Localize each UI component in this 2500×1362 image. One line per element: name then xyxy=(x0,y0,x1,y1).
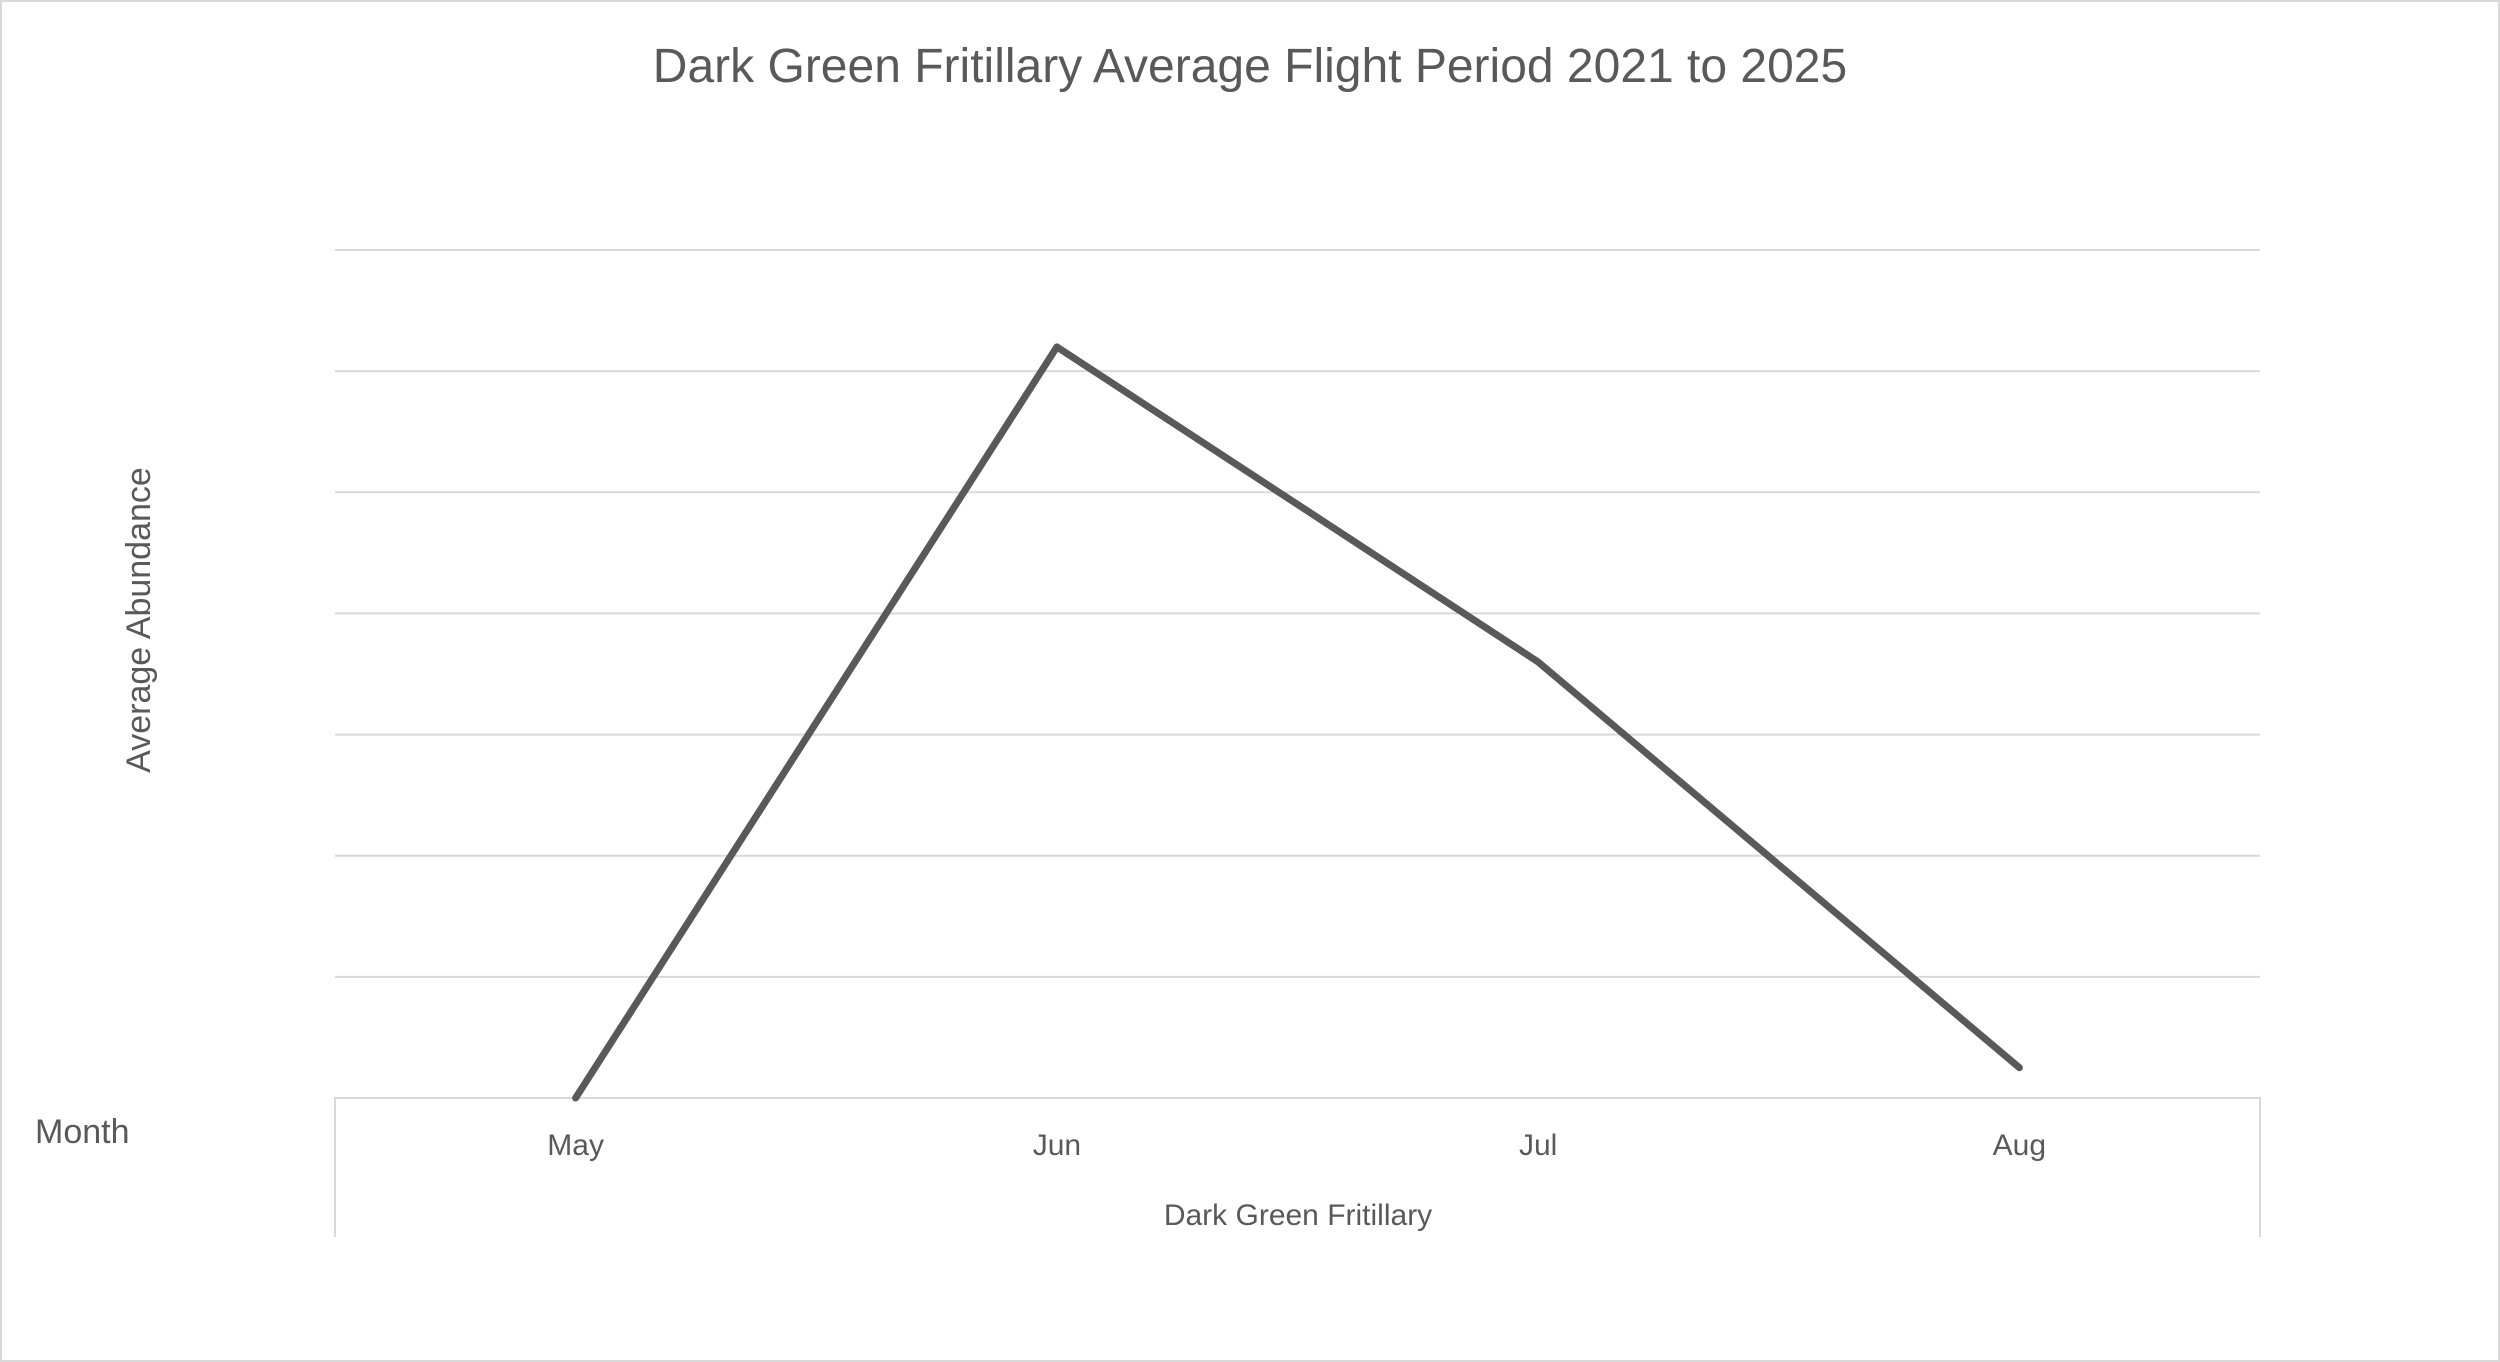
x-tick-label: Aug xyxy=(1993,1129,2046,1162)
x-axis-label: Dark Green Fritillary xyxy=(1164,1199,1432,1232)
x-tick-label: May xyxy=(547,1129,604,1162)
month-field-button[interactable]: Month xyxy=(35,1113,130,1151)
series-line xyxy=(572,343,2023,1102)
series-layer xyxy=(572,343,2023,1102)
x-tick-labels: May Jun Jul Aug xyxy=(547,1129,2046,1162)
x-axis-line xyxy=(334,1097,2261,1237)
axes xyxy=(334,1097,2261,1237)
chart-title: Dark Green Fritillary Average Flight Per… xyxy=(653,40,1847,93)
gridlines xyxy=(335,249,2260,978)
x-tick-label: Jun xyxy=(1033,1129,1081,1162)
x-tick-label: Jul xyxy=(1519,1129,1557,1162)
y-axis-label: Average Abundance xyxy=(120,467,158,773)
